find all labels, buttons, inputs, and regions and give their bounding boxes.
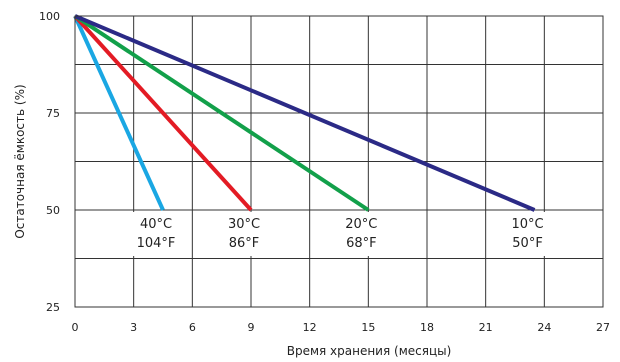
x-tick-label: 12 (303, 321, 317, 334)
annotation-background (502, 212, 553, 256)
annotation-celsius: 10°C (511, 217, 543, 232)
annotation-celsius: 30°C (228, 217, 260, 232)
x-axis-label: Время хранения (месяцы) (287, 344, 452, 358)
y-tick-labels: 25 50 75 100 (39, 10, 60, 314)
series-lines (73, 14, 536, 212)
annotation-fahrenheit: 104°F (137, 236, 176, 251)
y-axis-label: Остаточная ёмкость (%) (13, 84, 27, 238)
annotation-background (219, 212, 269, 256)
annotation-celsius: 40°C (140, 217, 172, 232)
grid (75, 16, 603, 307)
series-line (73, 14, 370, 212)
annotation-celsius: 20°C (345, 217, 377, 232)
x-tick-label: 0 (72, 321, 79, 334)
x-tick-labels: 0 3 6 9 12 15 18 21 24 27 (72, 321, 611, 334)
x-tick-label: 15 (361, 321, 375, 334)
series-annotation: 10°C 50°F (502, 212, 553, 256)
annotations: 40°C 104°F 30°C 86°F 20°C 68°F 10°C 50°F (131, 212, 553, 256)
y-tick-label: 50 (46, 204, 60, 217)
y-tick-label: 25 (46, 301, 60, 314)
x-tick-label: 18 (420, 321, 434, 334)
x-tick-label: 6 (189, 321, 196, 334)
x-tick-label: 3 (130, 321, 137, 334)
x-tick-label: 24 (537, 321, 551, 334)
x-tick-label: 27 (596, 321, 610, 334)
x-tick-label: 9 (248, 321, 255, 334)
annotation-background (336, 212, 387, 256)
annotation-fahrenheit: 86°F (229, 236, 260, 251)
series-annotation: 40°C 104°F (131, 212, 181, 256)
series-annotation: 30°C 86°F (219, 212, 269, 256)
annotation-background (131, 212, 181, 256)
series-annotation: 20°C 68°F (336, 212, 387, 256)
annotation-fahrenheit: 50°F (512, 236, 543, 251)
series-line (73, 15, 165, 211)
y-tick-label: 100 (39, 10, 60, 23)
annotation-fahrenheit: 68°F (346, 236, 377, 251)
plot-frame (74, 15, 604, 308)
series-line (73, 14, 253, 212)
y-tick-label: 75 (46, 107, 60, 120)
x-tick-label: 21 (479, 321, 493, 334)
series-line (74, 14, 536, 212)
